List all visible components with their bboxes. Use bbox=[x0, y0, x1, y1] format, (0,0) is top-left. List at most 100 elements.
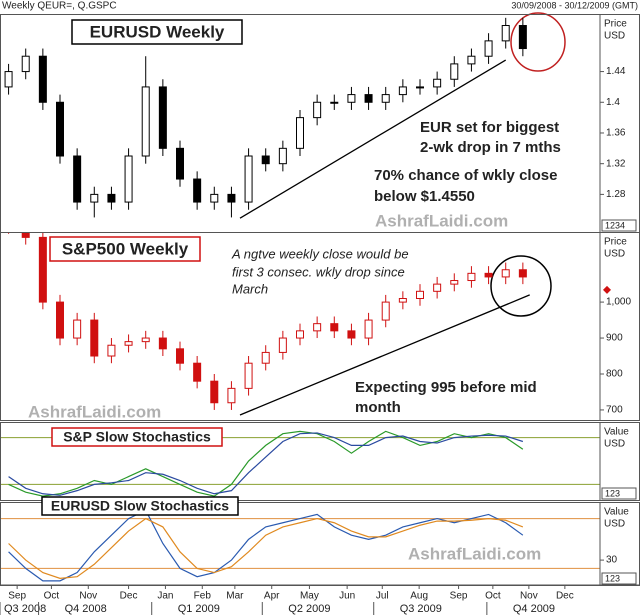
annotation: 70% chance of wkly close bbox=[374, 167, 557, 184]
axis-label: Price bbox=[604, 19, 627, 30]
annotation: month bbox=[355, 399, 401, 416]
axis-label: USD bbox=[604, 249, 625, 260]
candle-body bbox=[330, 101, 339, 104]
scale-box-label: 1234 bbox=[605, 220, 625, 230]
candle-body bbox=[381, 301, 390, 321]
candle-body bbox=[278, 337, 287, 353]
candle-body bbox=[364, 94, 373, 103]
x-tick-label: Jan bbox=[157, 591, 173, 602]
candle-body bbox=[227, 387, 236, 404]
candle-body bbox=[124, 155, 133, 203]
candle-body bbox=[56, 301, 64, 339]
candle-body bbox=[176, 348, 184, 364]
candle-body bbox=[296, 117, 304, 149]
annotation: below $1.4550 bbox=[374, 188, 475, 205]
candle-body bbox=[261, 351, 270, 364]
annotation: 2-wk drop in 7 mths bbox=[420, 139, 561, 156]
axis-label: Value bbox=[604, 427, 629, 438]
candle-body bbox=[158, 86, 167, 149]
annotation: Expecting 995 before mid bbox=[355, 379, 537, 396]
scale-box bbox=[601, 487, 637, 500]
annotation: first 3 consec. wkly drop since bbox=[232, 264, 405, 279]
candle-body bbox=[56, 101, 64, 157]
candle-body bbox=[158, 337, 167, 350]
y-tick-label: 1.28 bbox=[606, 189, 626, 200]
x-tick-label: Jul bbox=[376, 591, 389, 602]
quarter-label: Q2 2009 bbox=[288, 603, 330, 615]
x-tick-label: Sep bbox=[8, 591, 26, 602]
candle-body bbox=[38, 55, 47, 103]
candle-body bbox=[227, 193, 236, 203]
candle-body bbox=[261, 155, 270, 165]
x-tick-label: Jun bbox=[339, 591, 355, 602]
candle-body bbox=[450, 280, 459, 285]
candle-body bbox=[141, 86, 150, 157]
panel-title: EURUSD Slow Stochastics bbox=[51, 498, 229, 514]
candle-body bbox=[210, 193, 219, 203]
scale-box bbox=[601, 572, 637, 585]
axis-label: Value bbox=[604, 507, 629, 518]
candle-body bbox=[4, 71, 13, 88]
title-box bbox=[41, 496, 239, 516]
x-tick-label: May bbox=[300, 591, 319, 602]
candle-body bbox=[313, 323, 322, 332]
candle-body bbox=[107, 344, 116, 357]
candle-body bbox=[398, 86, 407, 96]
quarter-label: Q4 2008 bbox=[65, 603, 107, 615]
x-tick-label: Aug bbox=[410, 591, 428, 602]
candle-body bbox=[21, 55, 30, 73]
panel-title: EURUSD Weekly bbox=[90, 22, 225, 41]
x-tick-label: Nov bbox=[79, 591, 97, 602]
candle-body bbox=[518, 269, 527, 278]
candle-body bbox=[467, 55, 476, 65]
panel: AshrafLaidi.com bbox=[0, 509, 600, 582]
quarter-label: Q3 2009 bbox=[400, 603, 442, 615]
stochastic-line bbox=[8, 517, 524, 579]
candle-body bbox=[347, 330, 356, 339]
panel: AshrafLaidi.com bbox=[8, 232, 530, 420]
highlight-circle bbox=[510, 12, 566, 72]
x-tick-label: Oct bbox=[44, 591, 60, 602]
candle-body bbox=[193, 178, 202, 203]
header-date-range: 30/09/2008 - 30/12/2009 (GMT) bbox=[511, 0, 638, 10]
candle-body bbox=[313, 101, 322, 119]
axis-label: USD bbox=[604, 519, 625, 530]
candle-body bbox=[450, 63, 459, 80]
stochastic-line bbox=[8, 509, 524, 582]
candle-body bbox=[433, 78, 442, 88]
x-tick-label: Oct bbox=[485, 591, 501, 602]
scale-box bbox=[601, 219, 637, 232]
candle-body bbox=[330, 323, 339, 332]
x-tick-label: Nov bbox=[520, 591, 538, 602]
watermark: AshrafLaidi.com bbox=[408, 544, 541, 563]
header-title: Weekly QEUR=, Q.GSPC bbox=[2, 1, 117, 12]
candle-body bbox=[433, 283, 442, 292]
panel: AshrafLaidi.com bbox=[4, 17, 527, 230]
y-tick-label: 1,000 bbox=[606, 297, 631, 308]
candle-body bbox=[124, 341, 133, 346]
x-tick-label: Dec bbox=[120, 591, 138, 602]
scale-box-label: 123 bbox=[605, 573, 620, 583]
y-tick-label: 1.44 bbox=[606, 66, 626, 77]
x-tick-label: Mar bbox=[226, 591, 244, 602]
candle-body bbox=[244, 362, 253, 389]
candle-body bbox=[107, 193, 116, 203]
stochastic-line bbox=[8, 430, 524, 497]
annotation: March bbox=[232, 281, 268, 296]
title-box bbox=[49, 236, 201, 262]
candle-body bbox=[90, 319, 99, 357]
candle-body bbox=[501, 25, 510, 42]
panel-title: S&P Slow Stochastics bbox=[63, 429, 211, 445]
scale-box-label: 123 bbox=[605, 488, 620, 498]
title-box bbox=[51, 427, 223, 447]
candle-body bbox=[501, 269, 510, 278]
candle-body bbox=[364, 319, 373, 339]
candle-body bbox=[176, 147, 184, 180]
axis-label: Price bbox=[604, 237, 627, 248]
trend-line bbox=[239, 59, 507, 219]
annotation: EUR set for biggest bbox=[420, 119, 559, 136]
y-tick-label: 900 bbox=[606, 333, 623, 344]
y-tick-label: 800 bbox=[606, 369, 623, 380]
